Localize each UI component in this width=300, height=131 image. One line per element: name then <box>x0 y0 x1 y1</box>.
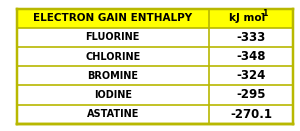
Text: ASTATINE: ASTATINE <box>86 109 139 119</box>
Text: IODINE: IODINE <box>94 90 132 100</box>
Text: FLUORINE: FLUORINE <box>85 32 140 42</box>
Text: -270.1: -270.1 <box>230 108 272 121</box>
Text: CHLORINE: CHLORINE <box>85 51 140 62</box>
Text: -1: -1 <box>261 9 269 18</box>
Text: -333: -333 <box>236 31 266 44</box>
Text: BROMINE: BROMINE <box>87 71 138 81</box>
Text: ELECTRON GAIN ENTHALPY: ELECTRON GAIN ENTHALPY <box>33 13 192 23</box>
Text: kJ mol: kJ mol <box>229 13 265 23</box>
Text: -324: -324 <box>236 69 266 82</box>
Text: -295: -295 <box>236 88 266 102</box>
Text: -348: -348 <box>236 50 266 63</box>
